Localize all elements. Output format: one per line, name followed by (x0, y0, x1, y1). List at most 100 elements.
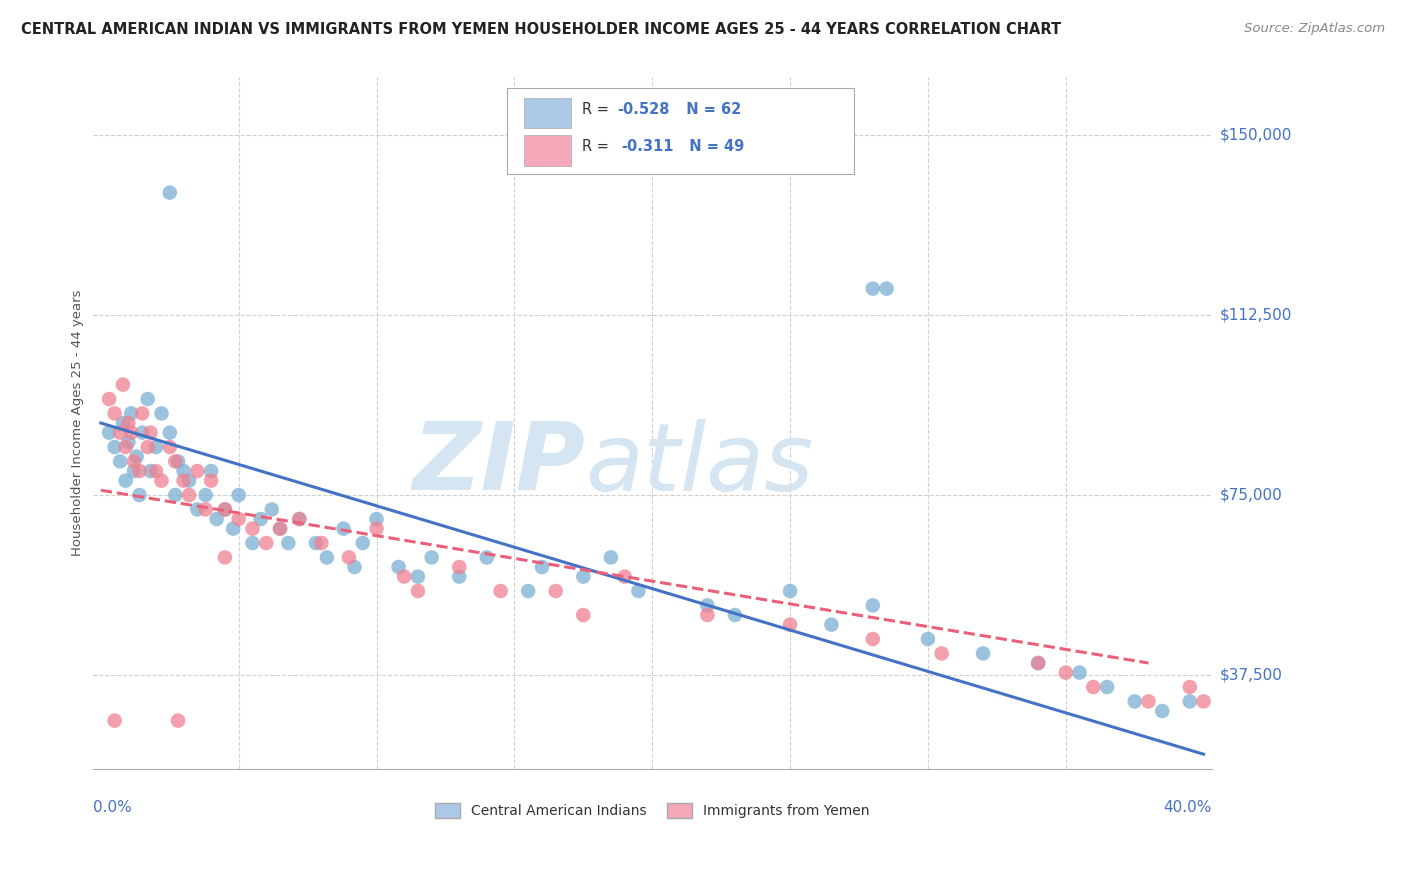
Point (214, 550, 236, 565)
Point (186, 502, 208, 516)
Text: N = 62: N = 62 (676, 102, 741, 117)
Point (311, 536, 333, 550)
Point (599, 550, 621, 565)
Text: 40.0%: 40.0% (1164, 800, 1212, 814)
Text: $37,500: $37,500 (1220, 667, 1284, 682)
Point (406, 569, 429, 583)
Point (104, 440, 127, 454)
Point (387, 560, 409, 574)
Point (1069, 665, 1091, 680)
Point (820, 617, 842, 632)
Point (228, 512, 250, 526)
Point (696, 599, 718, 613)
Point (108, 425, 131, 440)
Point (165, 454, 187, 468)
Point (177, 474, 200, 488)
Point (159, 186, 181, 200)
Text: atlas: atlas (585, 419, 813, 510)
Point (288, 512, 311, 526)
Point (177, 488, 200, 502)
Point (544, 584, 567, 599)
Point (194, 488, 217, 502)
Point (214, 502, 236, 516)
Point (337, 550, 360, 565)
Point (222, 522, 245, 536)
FancyBboxPatch shape (506, 87, 853, 174)
Text: $75,000: $75,000 (1220, 488, 1282, 502)
Point (120, 425, 142, 440)
Point (343, 560, 366, 574)
Point (1054, 665, 1077, 680)
Point (120, 406, 142, 420)
Point (392, 569, 415, 583)
Point (269, 522, 291, 536)
Point (613, 569, 636, 583)
Point (242, 522, 264, 536)
Point (150, 474, 173, 488)
FancyBboxPatch shape (523, 136, 571, 166)
Point (200, 474, 222, 488)
Point (288, 512, 311, 526)
Point (1095, 680, 1118, 694)
Text: R =: R = (582, 102, 613, 117)
Point (136, 440, 159, 454)
Point (128, 464, 150, 478)
Point (125, 450, 148, 464)
Point (114, 474, 136, 488)
Point (1192, 694, 1215, 708)
Point (167, 714, 190, 728)
Text: -0.311: -0.311 (621, 139, 673, 154)
Legend: Central American Indians, Immigrants from Yemen: Central American Indians, Immigrants fro… (429, 797, 876, 824)
Point (173, 464, 195, 478)
Point (145, 464, 167, 478)
Point (104, 714, 127, 728)
Point (165, 488, 187, 502)
Point (159, 440, 181, 454)
Point (332, 522, 354, 536)
FancyBboxPatch shape (523, 98, 571, 128)
Point (277, 536, 299, 550)
Point (862, 282, 884, 296)
Point (1178, 694, 1201, 708)
Point (117, 435, 139, 450)
Point (98, 392, 121, 406)
Point (131, 406, 153, 420)
Point (1026, 656, 1049, 670)
Point (316, 550, 339, 565)
Text: $112,500: $112,500 (1220, 308, 1292, 323)
Point (1137, 694, 1160, 708)
Point (205, 512, 228, 526)
Point (131, 425, 153, 440)
Point (627, 584, 650, 599)
Point (366, 522, 388, 536)
Point (139, 464, 162, 478)
Point (214, 502, 236, 516)
Point (186, 464, 208, 478)
Point (122, 454, 145, 468)
Point (167, 454, 190, 468)
Text: R =: R = (582, 139, 617, 154)
Point (475, 550, 498, 565)
Point (122, 464, 145, 478)
Point (779, 617, 801, 632)
Point (98, 425, 121, 440)
Point (917, 632, 939, 646)
Point (249, 512, 271, 526)
Point (114, 440, 136, 454)
Point (145, 440, 167, 454)
Point (489, 584, 512, 599)
Point (931, 647, 953, 661)
Point (139, 425, 162, 440)
Text: N = 49: N = 49 (679, 139, 744, 154)
Point (1152, 704, 1174, 718)
Text: CENTRAL AMERICAN INDIAN VS IMMIGRANTS FROM YEMEN HOUSEHOLDER INCOME AGES 25 - 44: CENTRAL AMERICAN INDIAN VS IMMIGRANTS FR… (21, 22, 1062, 37)
Point (1026, 656, 1049, 670)
Point (420, 550, 443, 565)
Point (254, 536, 277, 550)
Point (724, 607, 747, 622)
Point (366, 512, 388, 526)
Point (269, 522, 291, 536)
Point (150, 406, 173, 420)
Point (111, 377, 134, 392)
Point (260, 502, 283, 516)
